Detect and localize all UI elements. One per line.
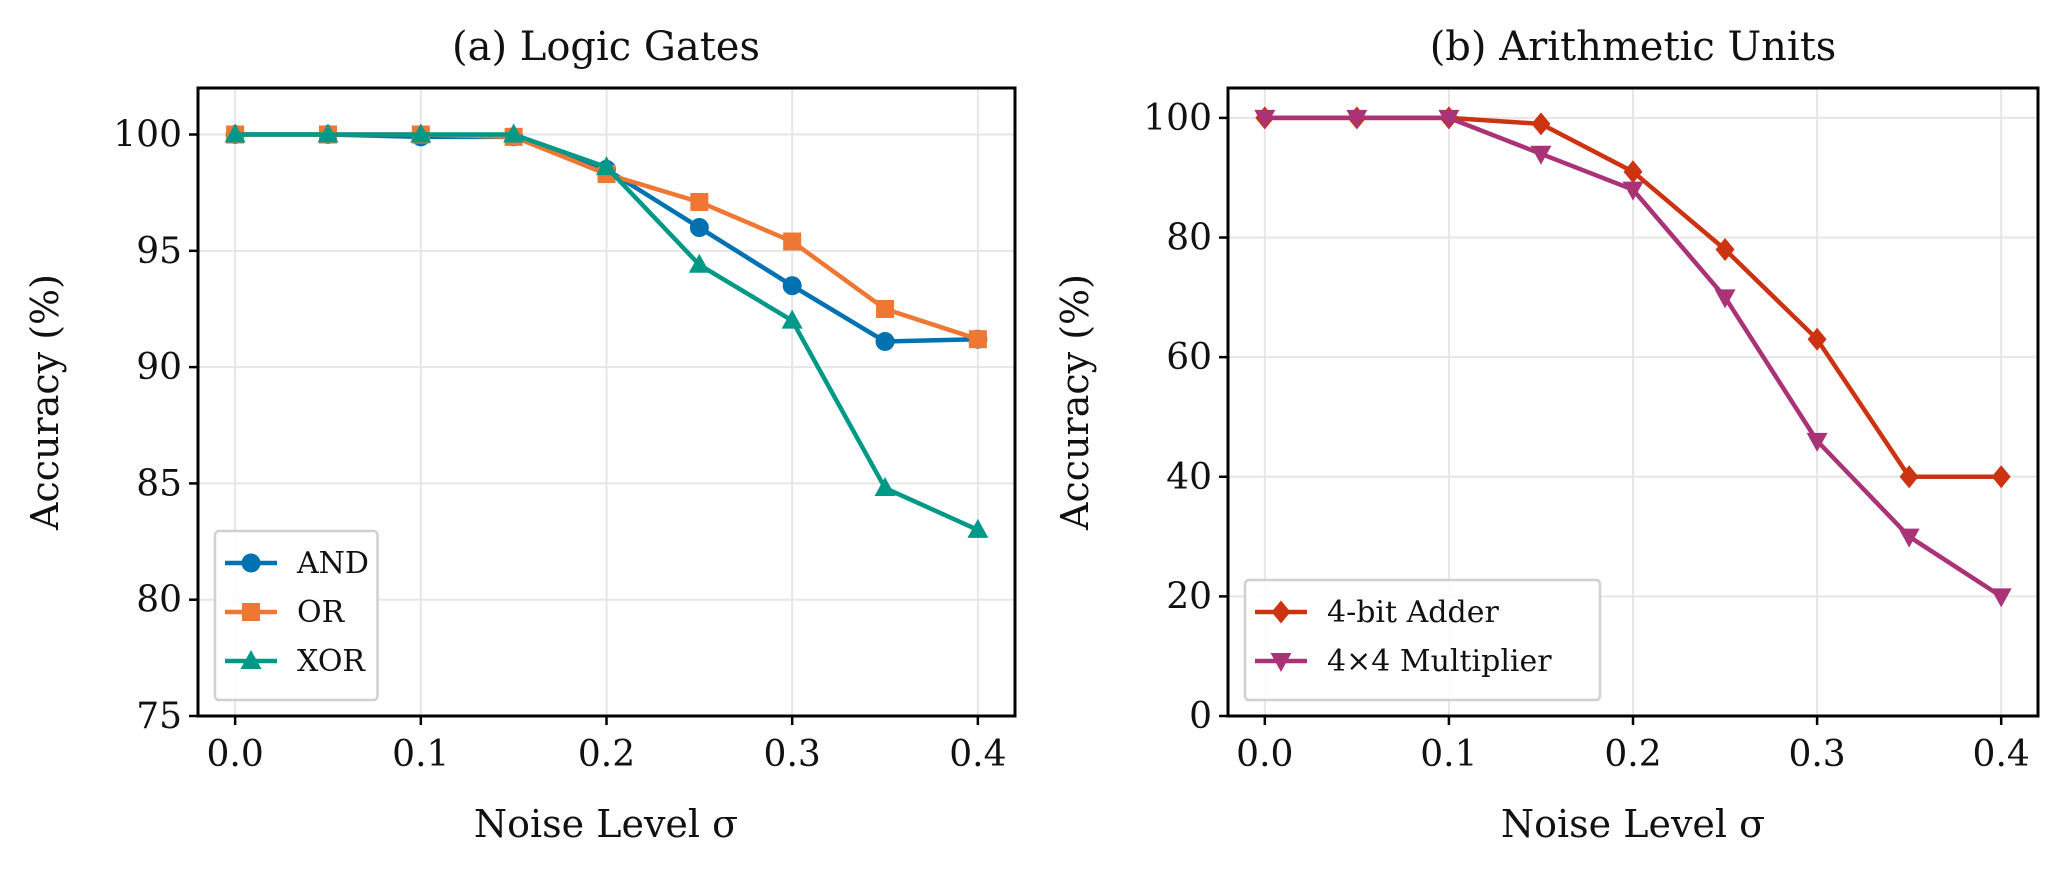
x-axis-label: Noise Level σ [1501, 802, 1765, 846]
x-tick-label: 0.3 [1788, 734, 1845, 775]
x-tick-label: 0.4 [1973, 734, 2030, 775]
data-point [1714, 289, 1736, 309]
y-tick-label: 20 [1166, 576, 1212, 617]
data-point [1898, 528, 1920, 548]
data-point [1991, 465, 2011, 489]
y-tick-label: 60 [1166, 337, 1212, 378]
data-point [410, 123, 432, 143]
x-tick-label: 0.1 [392, 734, 449, 775]
legend-marker [242, 603, 260, 621]
series-4-4-multiplier [1254, 109, 2012, 608]
data-point [1899, 465, 1919, 489]
data-point [503, 123, 525, 143]
data-point [1623, 160, 1643, 184]
legend-marker [240, 650, 262, 669]
y-tick-label: 40 [1166, 457, 1212, 498]
legend-marker [1271, 600, 1291, 624]
legend: 4-bit Adder 4×4 Multiplier [1243, 578, 1602, 702]
y-tick-label: 80 [136, 580, 182, 621]
data-point [876, 299, 895, 318]
data-point [1438, 109, 1460, 129]
y-tick-label: 75 [136, 696, 182, 737]
y-tick-label: 95 [136, 231, 182, 272]
legend-marker [241, 553, 261, 573]
y-axis-label: Accuracy (%) [23, 274, 67, 531]
chart-title: (b) Arithmetic Units [1430, 24, 1837, 70]
y-axis-label: Accuracy (%) [1053, 274, 1097, 531]
data-point [596, 156, 617, 176]
legend-label: OR [297, 595, 346, 630]
data-point [783, 232, 802, 251]
x-tick-label: 0.2 [578, 734, 635, 775]
x-axis-label: Noise Level σ [474, 802, 738, 846]
y-tick-label: 85 [136, 463, 182, 504]
legend: AND OR XOR [213, 529, 379, 702]
y-tick-label: 100 [113, 115, 182, 156]
x-tick-label: 0.0 [207, 734, 264, 775]
chart-title: (a) Logic Gates [452, 24, 760, 70]
chart-arithmetic-units: (b) Arithmetic Units 0.0 0.1 0.2 0.3 0.4 0 20 4… [1053, 24, 2040, 846]
data-point [1622, 181, 1644, 201]
data-point [224, 123, 246, 143]
x-tick-label: 0.4 [949, 734, 1006, 775]
x-tick-label: 0.1 [1420, 734, 1477, 775]
data-point [690, 192, 709, 211]
legend-label: XOR [297, 644, 366, 679]
y-tick-label: 100 [1143, 98, 1212, 139]
data-point [1346, 109, 1368, 129]
x-tick-label: 0.2 [1604, 734, 1661, 775]
data-point [874, 477, 896, 497]
data-point [689, 218, 709, 238]
data-point [781, 309, 803, 329]
y-tick-label: 0 [1189, 696, 1212, 737]
y-tick-label: 80 [1166, 218, 1212, 259]
legend-box [213, 529, 379, 702]
series-xor [224, 123, 989, 538]
legend-marker [1270, 653, 1292, 672]
data-point [1990, 588, 2012, 608]
data-point [1531, 112, 1551, 136]
data-point [1530, 145, 1552, 165]
x-tick-label: 0.0 [1236, 734, 1293, 775]
legend-label: 4×4 Multiplier [1327, 644, 1552, 679]
data-point [967, 518, 989, 538]
data-point [1807, 327, 1827, 351]
data-point [875, 332, 895, 352]
data-point [1806, 432, 1828, 452]
legend-label: AND [296, 546, 369, 581]
y-tick-label: 90 [136, 347, 182, 388]
data-point [1715, 237, 1735, 261]
chart-logic-gates: (a) Logic Gates 0.0 0.1 0.2 0.3 0.4 75 80 85 90 9… [23, 24, 1017, 846]
data-point [1254, 109, 1276, 129]
data-point [688, 253, 710, 273]
data-point [968, 330, 987, 349]
legend-label: 4-bit Adder [1327, 595, 1499, 630]
data-point [782, 276, 802, 296]
legend-box [1243, 578, 1602, 702]
x-tick-label: 0.3 [764, 734, 821, 775]
data-point [317, 123, 339, 143]
